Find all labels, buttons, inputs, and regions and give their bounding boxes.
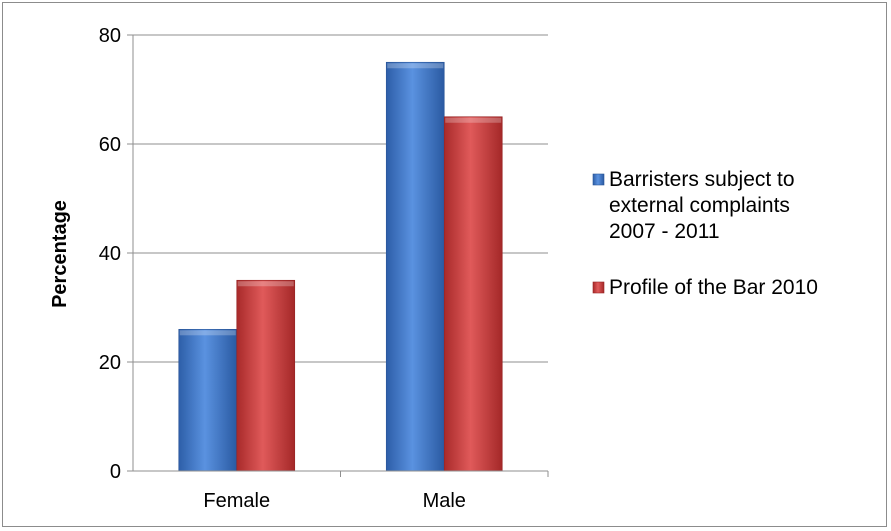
bar-highlight xyxy=(237,281,294,287)
legend: Barristers subject to external complaints… xyxy=(592,168,818,299)
bars xyxy=(178,61,503,472)
legend-label-series-2: Profile of the Bar 2010 xyxy=(609,276,818,299)
axes xyxy=(127,34,549,477)
legend-swatch-series-1 xyxy=(592,173,605,186)
bar-male-series-1 xyxy=(385,61,445,472)
legend-label-series-1: external complaints xyxy=(609,194,790,217)
x-tick-label: Female xyxy=(203,490,270,512)
x-tick-label: Male xyxy=(423,490,466,512)
bar-female-series-2 xyxy=(236,279,296,472)
bar-female-series-1 xyxy=(178,328,238,472)
bar-highlight xyxy=(445,117,502,123)
y-tick-label: 40 xyxy=(99,243,121,265)
legend-swatch-series-2 xyxy=(592,281,605,294)
y-axis-title: Percentage xyxy=(49,200,71,308)
y-tick-label: 80 xyxy=(99,25,121,47)
y-tick-labels: 0 20 40 60 80 xyxy=(99,25,121,483)
y-tick-label: 20 xyxy=(99,352,121,374)
x-tick-labels: Female Male xyxy=(203,490,466,512)
y-tick-label: 0 xyxy=(110,461,121,483)
bar-highlight xyxy=(179,330,236,336)
bar-male-series-2 xyxy=(443,116,503,472)
legend-label-series-1: Barristers subject to xyxy=(609,168,795,191)
legend-label-series-1: 2007 - 2011 xyxy=(609,220,720,243)
y-tick-label: 60 xyxy=(99,134,121,156)
bar-highlight xyxy=(387,63,444,69)
